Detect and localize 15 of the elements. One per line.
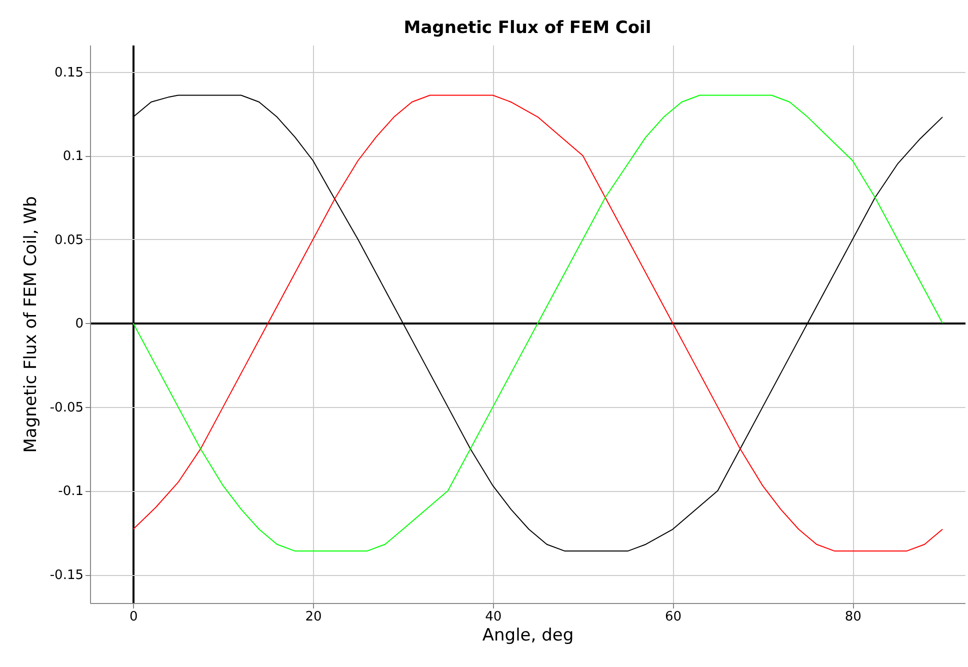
x-tick-label: 0 [130, 610, 138, 624]
x-tick-label: 60 [664, 610, 682, 624]
x-tick-label: 40 [485, 610, 502, 624]
y-axis-title: Magnetic Flux of FEM Coil, Wb [20, 196, 41, 453]
y-tick-label: 0.1 [62, 149, 84, 164]
chart-title: Magnetic Flux of FEM Coil [404, 18, 652, 38]
x-axis-title: Angle, deg [482, 626, 574, 646]
y-tick-label: -0.1 [58, 484, 84, 500]
y-tick-label: 0 [75, 316, 84, 332]
y-tick-label: 0.05 [54, 232, 84, 248]
y-tick-label: -0.15 [50, 568, 84, 584]
x-tick-label: 20 [305, 610, 322, 624]
y-tick-label: -0.05 [50, 400, 84, 416]
y-tick-label: 0.15 [54, 65, 84, 80]
x-tick-label: 80 [844, 610, 862, 624]
